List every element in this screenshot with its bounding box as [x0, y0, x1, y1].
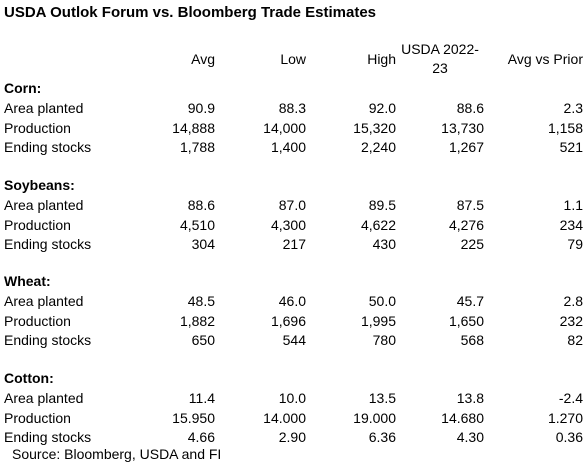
cell: 50.0 [368, 293, 396, 309]
cell: 568 [460, 332, 484, 348]
cell: 2,240 [360, 139, 396, 155]
cell: 4,510 [179, 216, 215, 233]
cell: 14,000 [263, 119, 306, 136]
cell: 4,276 [448, 216, 484, 233]
column-header: High [367, 51, 396, 67]
cell: 1,788 [179, 139, 215, 155]
row-label: Production [4, 312, 71, 329]
row-label: Area planted [4, 390, 84, 406]
cell: 48.5 [187, 293, 215, 309]
row-label: Production [4, 216, 71, 233]
cell: 2.90 [278, 429, 306, 445]
row-label: Ending stocks [4, 332, 92, 348]
cell: 4.30 [456, 429, 484, 445]
cell: 92.0 [368, 100, 396, 116]
column-header: USDA 2022-23 [401, 41, 479, 76]
cell: 2.3 [563, 100, 583, 116]
cell: 1,995 [360, 312, 396, 329]
cell: 87.5 [456, 197, 484, 213]
row-label: Production [4, 409, 71, 426]
cell: 1,158 [547, 119, 583, 136]
cell: 544 [282, 332, 306, 348]
cell: 521 [559, 139, 583, 155]
section-title: Soybeans: [4, 177, 75, 193]
cell: 225 [460, 236, 484, 252]
row-label: Area planted [4, 100, 84, 116]
cell: 1,400 [270, 139, 306, 155]
title: USDA Outlok Forum vs. Bloomberg Trade Es… [4, 4, 377, 21]
cell: 4.66 [187, 429, 215, 445]
cell: 4,300 [270, 216, 306, 233]
section-title: Wheat: [4, 273, 51, 289]
cell: 1.1 [563, 197, 583, 213]
cell: 6.36 [368, 429, 396, 445]
cell: 234 [559, 216, 583, 233]
column-header: Avg [191, 51, 215, 67]
cell: 88.6 [456, 100, 484, 116]
cell: 1,267 [448, 139, 484, 155]
section-title: Cotton: [4, 370, 54, 386]
cell: 232 [559, 312, 583, 329]
cell: 46.0 [278, 293, 306, 309]
column-header: Avg vs Prior [507, 51, 583, 67]
cell: 2.8 [563, 293, 583, 309]
cell: 430 [372, 236, 396, 252]
cell: 1,696 [270, 312, 306, 329]
cell: 82 [567, 332, 583, 348]
cell: 304 [191, 236, 215, 252]
cell: 14.000 [263, 409, 306, 426]
cell: 88.3 [278, 100, 306, 116]
row-label: Ending stocks [4, 236, 92, 252]
cell: -2.4 [558, 390, 583, 406]
cell: 780 [372, 332, 396, 348]
cell: 15.950 [172, 409, 215, 426]
cell: 89.5 [368, 197, 396, 213]
cell: 14,888 [172, 119, 215, 136]
cell: 13.5 [368, 390, 396, 406]
cell: 14.680 [441, 409, 484, 426]
cell: 10.0 [278, 390, 306, 406]
cell: 1,650 [448, 312, 484, 329]
cell: 650 [191, 332, 215, 348]
row-label: Ending stocks [4, 429, 92, 445]
cell: 79 [567, 236, 583, 252]
cell: 1,882 [179, 312, 215, 329]
row-label: Area planted [4, 293, 84, 309]
cell: 4,622 [360, 216, 396, 233]
cell: 217 [282, 236, 306, 252]
cell: 0.36 [555, 429, 583, 445]
cell: 13.8 [456, 390, 484, 406]
cell: 19.000 [353, 409, 396, 426]
cell: 45.7 [456, 293, 484, 309]
cell: 11.4 [188, 390, 215, 406]
cell: 88.6 [187, 197, 215, 213]
row-label: Production [4, 119, 71, 136]
cell: 90.9 [187, 100, 215, 116]
column-header: Low [280, 51, 306, 67]
cell: 13,730 [441, 119, 484, 136]
cell: 1.270 [547, 409, 583, 426]
source: Source: Bloomberg, USDA and FI [12, 446, 222, 462]
cell: 15,320 [353, 119, 396, 136]
row-label: Ending stocks [4, 139, 92, 155]
row-label: Area planted [4, 197, 84, 213]
section-title: Corn: [4, 80, 42, 96]
cell: 87.0 [278, 197, 306, 213]
